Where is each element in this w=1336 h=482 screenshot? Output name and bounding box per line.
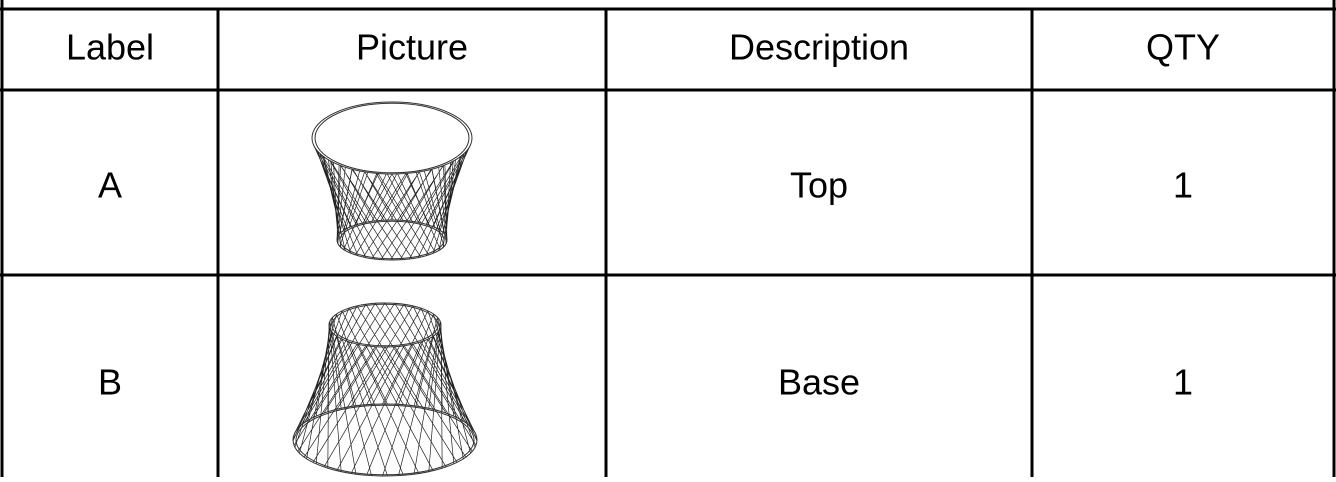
rim <box>292 403 478 477</box>
header-cell: Picture <box>356 27 468 68</box>
rim <box>295 404 475 476</box>
label-cell: A <box>98 165 122 206</box>
basket-picture <box>311 101 473 261</box>
rim <box>328 302 442 348</box>
header-cell: QTY <box>1146 27 1220 68</box>
header-cell: Label <box>66 27 154 68</box>
basket-picture <box>292 302 478 477</box>
mesh <box>292 302 478 477</box>
rim <box>311 101 473 175</box>
rim <box>339 220 445 260</box>
rim <box>314 102 470 174</box>
description-cell: Base <box>778 362 860 403</box>
pictures <box>292 101 478 477</box>
qty-cell: 1 <box>1173 362 1193 403</box>
qty-cell: 1 <box>1173 165 1193 206</box>
rim <box>336 219 448 261</box>
rim <box>331 303 439 347</box>
description-cell: Top <box>790 165 848 206</box>
label-cell: B <box>98 362 122 403</box>
header-cell: Description <box>729 27 909 68</box>
